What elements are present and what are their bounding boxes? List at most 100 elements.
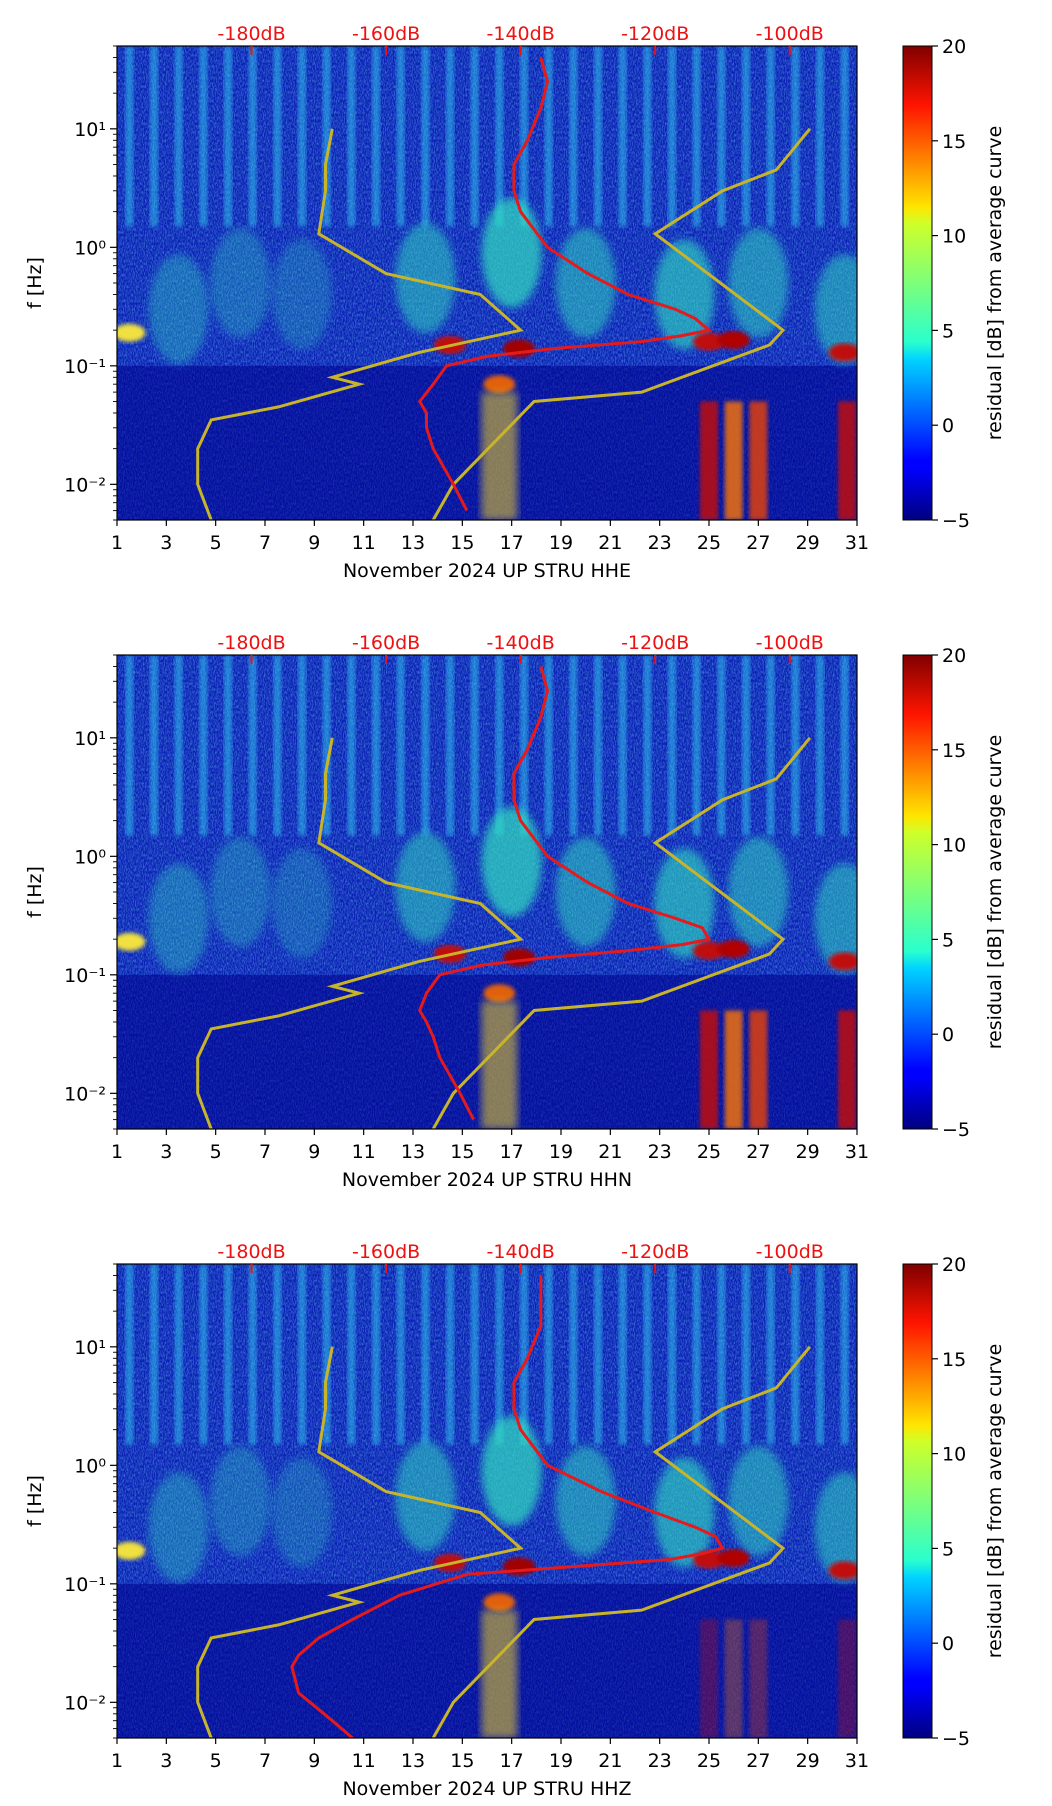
colorbar-tick-label: 5 [942,320,954,342]
daily-stripe [594,46,602,227]
x-tick-label: 27 [746,1750,770,1772]
x-tick-label: 29 [796,532,820,554]
daily-stripe [840,655,849,836]
colorbar-tick-label: 15 [942,131,966,153]
y-tick-label: 10⁰ [74,237,106,259]
x-tick-label: 17 [500,532,524,554]
daily-stripe [717,1264,726,1445]
db-tick-label: -180dB [217,23,285,45]
x-tick-label: 25 [697,1141,721,1163]
lowfreq-column [838,401,857,520]
y-axis-label: f [Hz] [24,257,46,309]
x-tick-label: 23 [648,1750,672,1772]
lowfreq-column [724,1619,743,1738]
x-tick-label: 11 [352,1750,376,1772]
daily-stripe [298,46,306,227]
daily-stripe [544,1264,553,1445]
daily-stripe [396,46,405,227]
colorbar-tick-label: 0 [942,415,954,437]
y-tick-label: 10¹ [74,119,106,141]
x-axis: 1 3 5 7 9 11 13 15 17 19 21 23 25 27 29 31 [111,1738,869,1772]
daily-stripe [248,655,257,836]
colorbar: 20 15 10 5 0 −5 residual [dB] from average cur… [902,1254,1006,1750]
colorbar-tick-label: −5 [942,1728,970,1750]
daily-stripe [717,655,726,836]
x-tick-label: 9 [308,1750,320,1772]
db-axis: -180dB -160dB -140dB -120dB -100dB [217,23,824,55]
storm-event [693,332,725,351]
spectrogram [117,655,857,1129]
lowfreq-column [481,1610,518,1738]
daily-stripe [347,655,356,836]
microseism-patch [481,197,542,308]
x-tick-label: 7 [259,1750,271,1772]
storm-event [828,343,857,362]
microseism-patch [395,1441,456,1552]
colorbar-tick-label: 20 [942,645,966,667]
daily-stripe [421,1264,430,1445]
db-tick-label: -100dB [756,632,824,654]
x-tick-label: 13 [401,532,425,554]
x-tick-label: 13 [401,1141,425,1163]
storm-event [828,952,857,971]
microseism-patch [210,228,271,338]
x-tick-label: 27 [746,532,770,554]
x-tick-label: 21 [598,532,622,554]
daily-stripe [322,655,331,836]
x-tick-label: 15 [450,1141,474,1163]
model-curve-1 [431,127,812,520]
storm-event [483,375,516,394]
daily-stripe [717,46,726,227]
daily-stripe [791,1264,800,1445]
daily-stripe [298,1264,306,1445]
y-axis-label: f [Hz] [24,866,46,918]
y-tick-label: 10⁻¹ [64,1574,106,1596]
x-tick-label: 11 [352,1141,376,1163]
x-tick-label: 15 [450,532,474,554]
colorbar-tick-label: 10 [942,226,966,248]
daily-stripe [594,1264,602,1445]
microseism-patch [481,806,542,917]
colorbar: 20 15 10 5 0 −5 residual [dB] from average cur… [902,645,1006,1141]
colorbar-tick-label: 20 [942,1254,966,1276]
model-curve-1 [431,1345,812,1738]
x-tick-label: 31 [845,532,869,554]
x-tick-label: 7 [259,532,271,554]
microseism-patch [148,254,209,365]
daily-stripe [618,655,627,836]
model-curve-2 [196,1346,524,1738]
colorbar-label: residual [dB] from average curve [984,1344,1006,1659]
microseism-patch [210,837,271,947]
colorbar-tick-label: 20 [942,36,966,58]
daily-stripe [224,1264,232,1445]
x-tick-label: 5 [210,1141,222,1163]
storm-event [717,331,750,350]
daily-stripe [322,46,331,227]
y-tick-label: 10⁻² [64,1692,106,1714]
microseism-patch [814,1472,857,1583]
db-tick-label: -180dB [217,1241,285,1263]
x-axis-label: November 2024 UP STRU HHZ [342,1778,631,1800]
y-tick-label: 10⁻² [64,1083,106,1105]
daily-stripe [125,655,134,836]
daily-stripe [495,1264,504,1445]
db-axis: -180dB -160dB -140dB -120dB -100dB [217,632,824,664]
daily-stripe [816,46,824,227]
daily-stripe [150,46,158,227]
daily-stripe [174,46,183,227]
daily-stripe [544,46,553,227]
x-tick-label: 1 [111,532,123,554]
daily-stripe [248,46,257,227]
storm-event [717,940,750,959]
y-tick-label: 10⁻¹ [64,356,106,378]
daily-stripe [495,46,504,227]
noise-curve [418,666,712,1121]
daily-stripe [520,655,528,836]
x-tick-label: 1 [111,1141,123,1163]
daily-stripe [668,655,676,836]
daily-stripe [692,46,701,227]
x-tick-label: 19 [549,532,573,554]
colorbar-tick-label: 5 [942,929,954,951]
daily-stripe [569,655,578,836]
microseism-patch [210,1446,271,1556]
